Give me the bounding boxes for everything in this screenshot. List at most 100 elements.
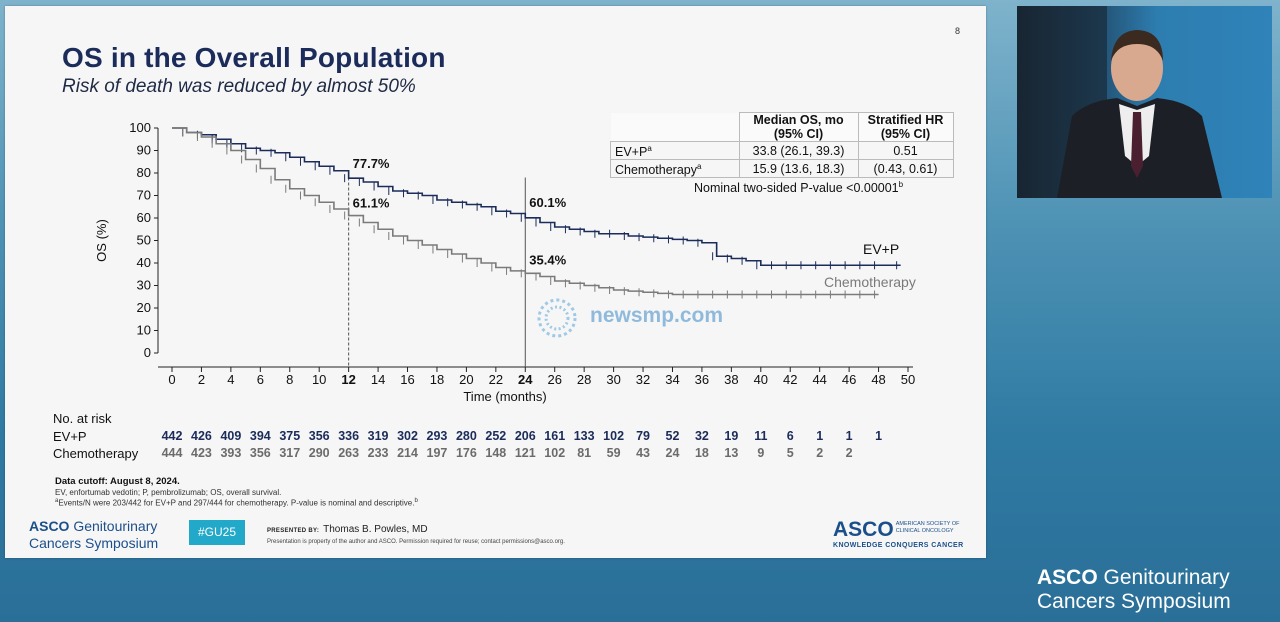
risk-value-ev: 394 [249,429,271,443]
x-tick-label: 22 [489,372,503,387]
stats-row-hr: (0.43, 0.61) [857,159,954,179]
y-tick-label: 0 [144,345,151,360]
risk-value-chemo: 13 [724,446,739,460]
bottom-logo-line2: Cancers Symposium [1037,590,1231,613]
risk-value-ev: 102 [603,429,625,443]
bottom-logo-line1: Genitourinary [1103,566,1230,589]
risk-value-ev: 293 [426,429,448,443]
data-cutoff: Data cutoff: August 8, 2024. [55,476,180,487]
x-tick-label: 24 [518,372,533,387]
annotation-label: 61.1% [353,196,390,211]
events-note: aEvents/N were 203/442 for EV+P and 297/… [55,498,418,508]
risk-value-ev: 319 [367,429,389,443]
asco-logo: ASCO AMERICAN SOCIETY OF CLINICAL ONCOLOG… [833,518,966,549]
y-axis-label: OS (%) [94,219,109,262]
arm-label: EV+P [615,145,648,160]
risk-value-ev: 280 [455,429,477,443]
arm-sup: a [697,162,702,172]
risk-value-chemo: 5 [786,446,794,460]
risk-value-chemo: 423 [191,446,212,460]
risk-value-ev: 79 [636,429,650,443]
y-tick-label: 40 [137,255,151,270]
x-tick-label: 16 [400,372,414,387]
asco-logo-text: ASCO [833,518,894,541]
risk-value-chemo: 81 [577,446,592,460]
x-tick-label: 36 [695,372,709,387]
risk-label-chemo: Chemotherapy [53,446,139,461]
risk-value-ev: 356 [308,429,330,443]
p-value-text: Nominal two-sided P-value <0.00001 [694,181,899,196]
p-value-sup: b [898,180,904,189]
copyright-note: Presentation is property of the author a… [267,539,565,545]
presented-by-label: PRESENTED BY: [267,528,320,534]
x-tick-label: 12 [341,372,355,387]
slide-number: 8 [955,26,961,36]
y-tick-label: 80 [137,165,151,180]
x-tick-label: 8 [286,372,293,387]
risk-value-chemo: 148 [485,446,507,460]
events-sup-b: b [414,498,418,504]
risk-value-chemo: 444 [161,446,183,460]
stats-header-median: Median OS, mo (95% CI) [738,112,859,142]
p-value: Nominal two-sided P-value <0.00001b [694,180,903,195]
x-tick-label: 50 [901,372,915,387]
abbreviations: EV, enfortumab vedotin; P, pembrolizumab… [55,488,282,497]
watermark-text: newsmp.com [590,304,724,327]
x-tick-label: 18 [430,372,444,387]
stats-row-hr: 0.51 [857,140,954,161]
speaker-silhouette-icon [1017,6,1222,198]
x-tick-label: 42 [783,372,797,387]
presenter-name: Thomas B. Powles, MD [323,524,428,535]
risk-value-chemo: 356 [249,446,271,460]
events-sup-a: a [55,498,59,504]
watermark-icon [532,293,582,348]
risk-value-chemo: 2 [845,446,853,460]
risk-value-ev: 426 [191,429,212,443]
risk-value-ev: 409 [220,429,242,443]
slide-title: OS in the Overall Population [62,42,446,73]
x-tick-label: 30 [606,372,620,387]
x-tick-label: 34 [665,372,679,387]
stats-header-hr: Stratified HR (95% CI) [857,112,954,142]
risk-value-ev: 133 [573,429,595,443]
legend-label-chemotherapy: Chemotherapy [824,274,916,290]
risk-value-chemo: 290 [308,446,330,460]
logo-line1: Genitourinary [73,518,158,534]
risk-value-ev: 1 [816,429,824,443]
asco-society-text: AMERICAN SOCIETY OF CLINICAL ONCOLOGY [895,521,960,534]
risk-value-chemo: 43 [636,446,650,460]
speaker-video [1017,6,1272,198]
risk-value-ev: 206 [514,429,536,443]
km-curve-ev-p [172,127,901,267]
annotation-label: 35.4% [529,252,566,267]
x-tick-label: 44 [812,372,826,387]
risk-value-ev: 11 [754,429,768,443]
events-text: Events/N were 203/442 for EV+P and 297/4… [58,498,415,508]
risk-value-ev: 302 [397,429,418,443]
risk-value-ev: 161 [544,429,566,443]
risk-value-chemo: 197 [426,446,448,460]
risk-value-chemo: 2 [816,446,824,460]
x-tick-label: 26 [547,372,561,387]
y-tick-label: 70 [137,188,151,203]
arm-label: Chemotherapy [615,163,697,178]
stats-row-median: 33.8 (26.1, 39.3) [738,140,859,161]
gu-symposium-logo: ASCO Genitourinary Cancers Symposium [29,518,158,551]
risk-value-ev: 32 [694,429,709,443]
y-tick-label: 60 [137,210,151,225]
legend-label-ev-p: EV+P [863,241,899,257]
x-tick-label: 40 [754,372,768,387]
x-tick-label: 32 [636,372,650,387]
x-tick-label: 48 [871,372,885,387]
risk-value-chemo: 18 [694,446,709,460]
x-tick-label: 46 [842,372,856,387]
risk-value-ev: 252 [485,429,507,443]
logo-line2: Cancers Symposium [29,535,159,551]
risk-value-ev: 1 [875,429,883,443]
stats-row-median: 15.9 (13.6, 18.3) [738,159,859,179]
risk-value-chemo: 393 [220,446,242,460]
arm-sup: a [647,144,652,153]
risk-value-chemo: 263 [338,446,360,460]
y-tick-label: 50 [137,233,151,248]
